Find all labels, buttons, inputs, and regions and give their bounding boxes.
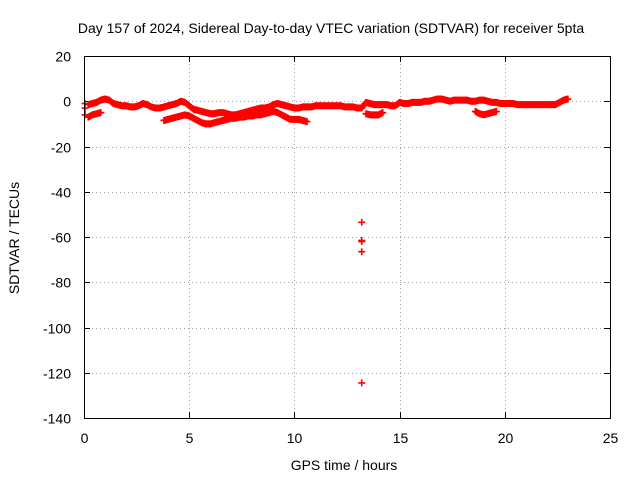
y-tick-label: -60 <box>51 230 71 246</box>
y-tick-label: -80 <box>51 275 71 291</box>
y-tick-label: -120 <box>43 366 71 382</box>
data-point <box>564 95 572 103</box>
x-tick-labels: 0 5 10 15 20 25 <box>81 430 619 446</box>
y-tick-labels: 20 0 -20 -40 -60 -80 -100 -120 -140 <box>43 49 71 427</box>
x-tick-label: 0 <box>81 430 89 446</box>
data-point <box>97 109 105 117</box>
y-tick-label: -100 <box>43 321 71 337</box>
y-tick-label: -40 <box>51 185 71 201</box>
plot-frame <box>84 56 611 419</box>
data-point <box>81 104 89 112</box>
x-tick-label: 25 <box>603 430 619 446</box>
data-point <box>358 218 366 226</box>
y-axis-label: SDTVAR / TECUs <box>6 182 22 294</box>
y-tick-label: 20 <box>55 49 71 65</box>
x-tick-label: 15 <box>393 430 409 446</box>
data-point <box>358 238 366 246</box>
data-point <box>379 109 387 117</box>
data-point <box>81 111 89 119</box>
x-axis-label: GPS time / hours <box>291 457 398 473</box>
x-tick-label: 20 <box>498 430 514 446</box>
y-tick-label: -20 <box>51 140 71 156</box>
y-tick-label: -140 <box>43 411 71 427</box>
data-point <box>358 379 366 387</box>
data-point <box>492 107 500 115</box>
y-tick-label: 0 <box>63 94 71 110</box>
x-tick-label: 10 <box>287 430 303 446</box>
data-point <box>303 118 311 126</box>
data-points <box>81 95 572 387</box>
data-point <box>358 248 366 256</box>
chart-title: Day 157 of 2024, Sidereal Day-to-day VTE… <box>78 20 585 36</box>
x-tick-label: 5 <box>186 430 194 446</box>
